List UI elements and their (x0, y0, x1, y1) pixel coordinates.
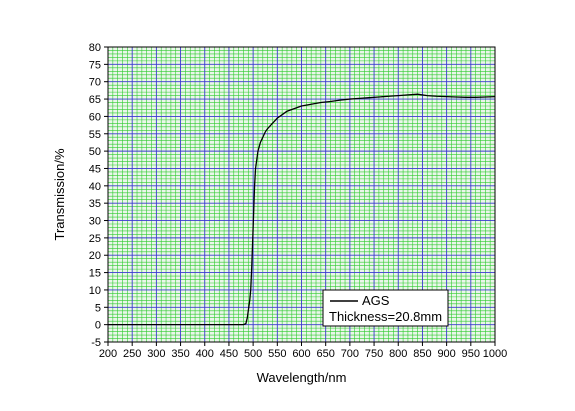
y-tick-label: -5 (91, 337, 101, 349)
x-tick-label: 850 (413, 348, 431, 360)
x-tick-label: 900 (437, 348, 455, 360)
y-tick-label: 50 (89, 146, 101, 158)
legend-entry-ags: AGS (362, 293, 390, 308)
x-tick-label: 800 (389, 348, 407, 360)
y-axis-ticks: -5 0 5 10 15 20 25 30 35 40 45 50 55 60 65 70 75 80 (89, 42, 108, 349)
y-tick-label: 30 (89, 216, 101, 228)
y-tick-label: 15 (89, 268, 101, 280)
y-tick-label: 45 (89, 163, 101, 175)
x-tick-label: 500 (244, 348, 262, 360)
x-tick-label: 250 (123, 348, 141, 360)
legend: AGS Thickness=20.8mm (322, 289, 449, 327)
y-tick-label: 55 (89, 129, 101, 141)
x-tick-label: 400 (196, 348, 214, 360)
y-tick-label: 20 (89, 250, 101, 262)
x-tick-label: 550 (268, 348, 286, 360)
legend-box (322, 289, 449, 327)
y-tick-label: 60 (89, 111, 101, 123)
x-tick-label: 750 (365, 348, 383, 360)
y-axis-title: Transmission/% (52, 148, 67, 240)
y-tick-label: 0 (95, 320, 101, 332)
y-tick-label: 25 (89, 233, 101, 245)
legend-thickness-note: Thickness=20.8mm (329, 309, 442, 324)
y-tick-label: 35 (89, 198, 101, 210)
y-tick-label: 70 (89, 77, 101, 89)
x-tick-label: 700 (341, 348, 359, 360)
x-tick-label: 600 (292, 348, 310, 360)
x-tick-label: 650 (317, 348, 335, 360)
x-tick-label: 300 (147, 348, 165, 360)
y-tick-label: 80 (89, 42, 101, 54)
y-tick-label: 10 (89, 285, 101, 297)
x-tick-label: 450 (220, 348, 238, 360)
y-tick-label: 65 (89, 94, 101, 106)
x-tick-label: 350 (171, 348, 189, 360)
y-tick-label: 5 (95, 302, 101, 314)
x-tick-label: 200 (99, 348, 117, 360)
x-axis-ticks: 200 250 300 350 400 450 500 550 600 650 700 750 800 8… (99, 342, 507, 360)
x-tick-label: 950 (462, 348, 480, 360)
y-tick-label: 40 (89, 181, 101, 193)
y-tick-label: 75 (89, 59, 101, 71)
x-axis-title: Wavelength/nm (257, 370, 347, 385)
x-tick-label: 1000 (483, 348, 507, 360)
series-line-ags (108, 93, 496, 326)
